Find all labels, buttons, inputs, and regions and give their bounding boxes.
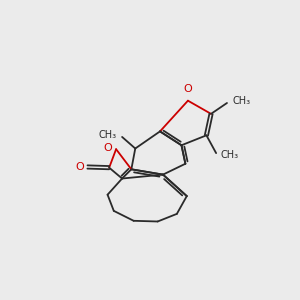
Text: CH₃: CH₃: [220, 149, 238, 160]
Text: O: O: [103, 143, 112, 153]
Text: CH₃: CH₃: [99, 130, 117, 140]
Text: O: O: [184, 84, 192, 94]
Text: O: O: [75, 162, 84, 172]
Text: CH₃: CH₃: [232, 96, 250, 106]
